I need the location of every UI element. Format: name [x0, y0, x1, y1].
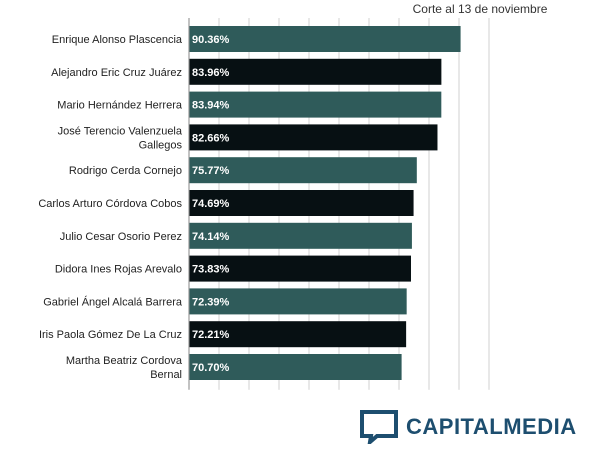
category-label: Alejandro Eric Cruz Juárez — [51, 67, 182, 79]
category-label: Mario Hernández Herrera — [57, 100, 183, 112]
capitalmedia-logo: CAPITALMEDIA — [360, 410, 577, 444]
data-label: 72.39% — [192, 296, 230, 308]
bar — [189, 91, 442, 118]
speech-bubble-icon — [360, 410, 398, 444]
category-label: Martha Beatriz Cordova — [66, 355, 183, 367]
bar — [189, 321, 407, 348]
category-label: Bernal — [150, 369, 182, 381]
category-label: José Terencio Valenzuela — [58, 125, 183, 137]
category-label: Rodrigo Cerda Cornejo — [69, 165, 182, 177]
bar — [189, 255, 411, 282]
data-label: 75.77% — [192, 165, 230, 177]
bar — [189, 288, 407, 315]
bar — [189, 354, 402, 380]
category-label: Iris Paola Gómez De La Cruz — [39, 329, 182, 341]
data-label: 83.96% — [192, 67, 230, 79]
data-label: 90.36% — [192, 34, 230, 46]
bar — [189, 124, 438, 151]
bar — [189, 190, 414, 216]
bar — [189, 222, 412, 249]
brand-name: CAPITALMEDIA — [406, 414, 577, 439]
data-label: 74.14% — [192, 231, 230, 243]
category-label: Julio Cesar Osorio Perez — [60, 231, 182, 243]
category-label: Carlos Arturo Córdova Cobos — [38, 198, 182, 210]
data-label: 73.83% — [192, 264, 230, 276]
category-labels: Enrique Alonso Plascencia Alejandro Eric … — [38, 34, 183, 381]
data-label: 82.66% — [192, 132, 230, 144]
bar — [189, 26, 461, 52]
bar — [189, 58, 442, 85]
category-label: Gabriel Ángel Alcalá Barrera — [43, 295, 183, 308]
bar — [189, 157, 417, 184]
data-label: 83.94% — [192, 100, 230, 112]
category-label: Didora Ines Rojas Arevalo — [55, 264, 182, 276]
data-label: 70.70% — [192, 362, 230, 374]
category-label: Enrique Alonso Plascencia — [52, 34, 183, 46]
bars: 90.36% 83.96% 83.94% 82.66% 75.77% 74.69% 74.1… — [189, 26, 461, 380]
category-label: Gallegos — [139, 139, 183, 151]
data-label: 74.69% — [192, 198, 230, 210]
chart-subtitle: Corte al 13 de noviembre — [412, 2, 548, 16]
data-label: 72.21% — [192, 329, 230, 341]
